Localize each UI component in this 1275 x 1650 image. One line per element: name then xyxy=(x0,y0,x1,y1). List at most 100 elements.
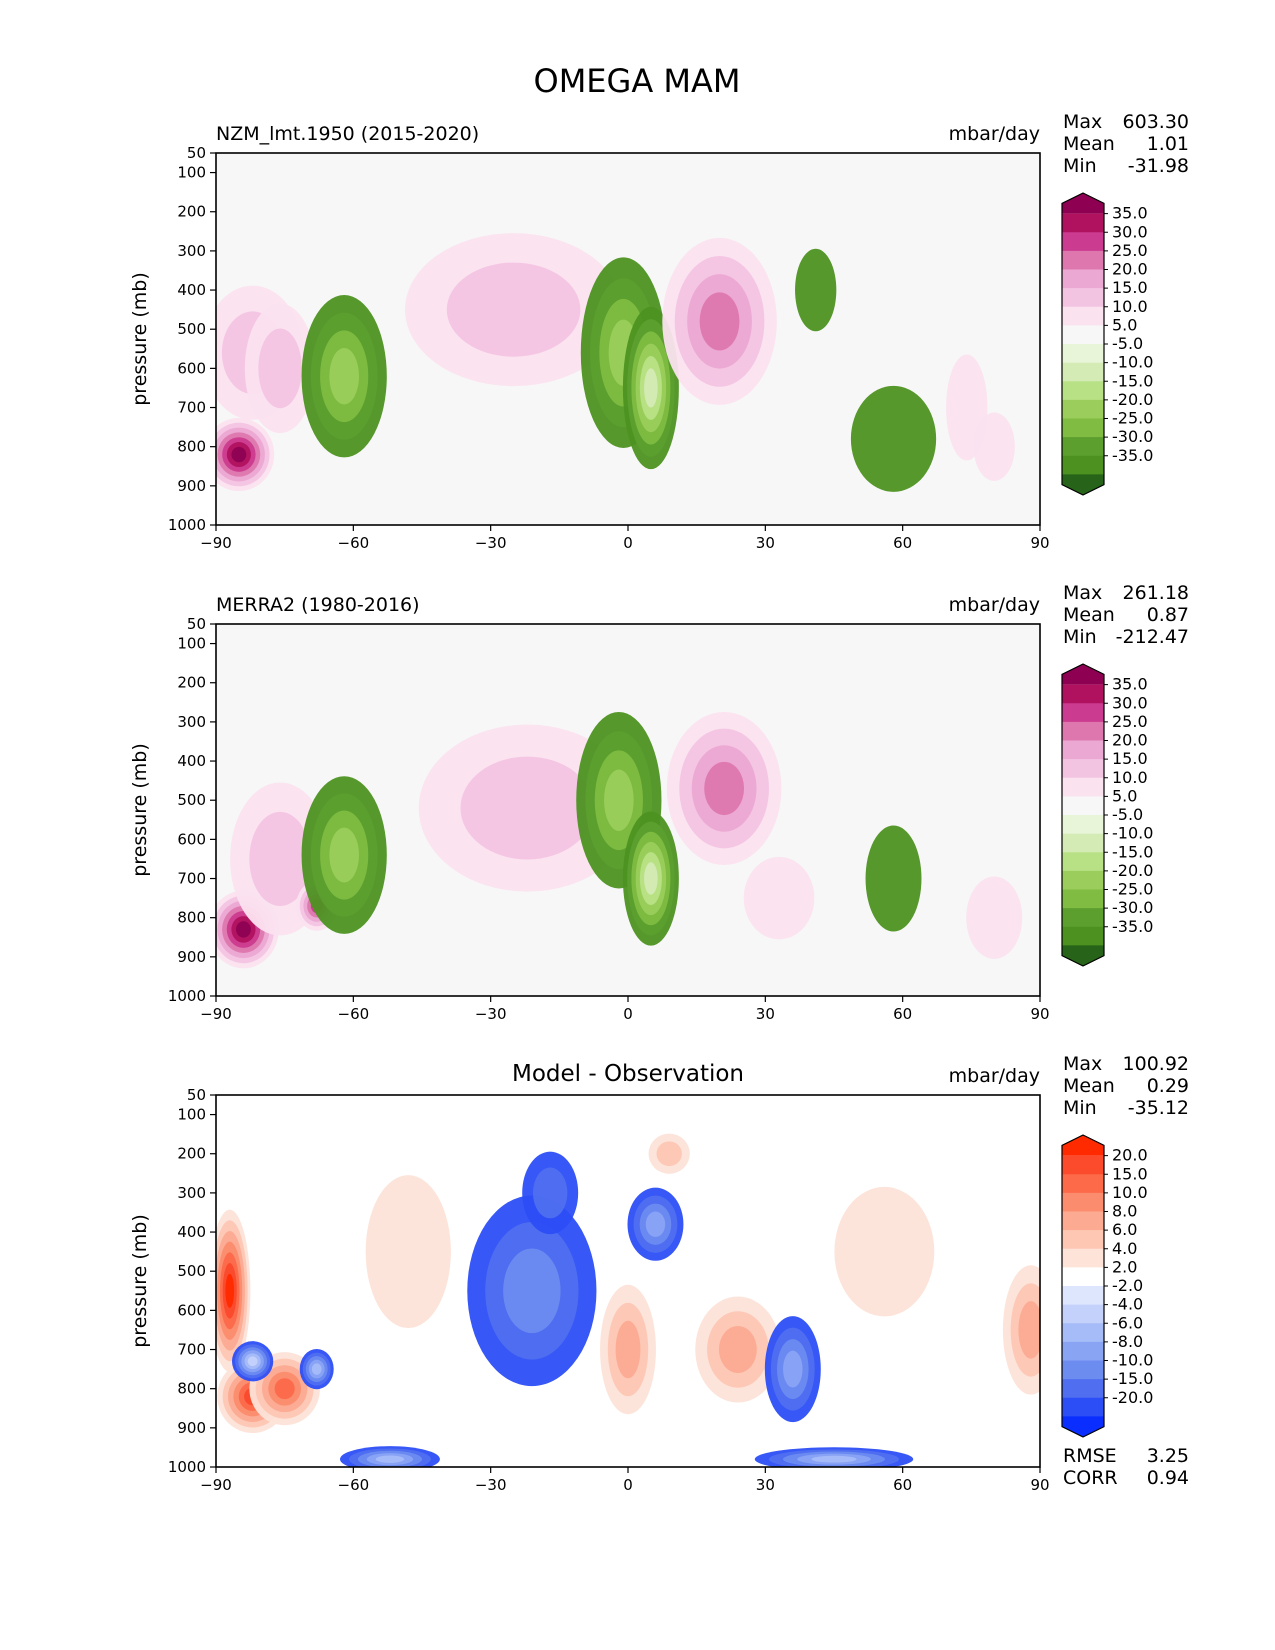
y-tick-label: 700 xyxy=(177,399,206,417)
y-tick-label: 200 xyxy=(177,1145,206,1163)
colorbar-label: -5.0 xyxy=(1112,805,1143,824)
stat-label: Max xyxy=(1063,582,1102,604)
units-label: mbar/day xyxy=(949,1065,1040,1087)
y-axis-label: pressure (mb) xyxy=(129,743,151,877)
field-contour xyxy=(973,412,1015,481)
x-tick-label: −60 xyxy=(338,1005,370,1023)
colorbar-label: 10.0 xyxy=(1112,297,1148,316)
colorbar-label: -15.0 xyxy=(1112,842,1153,861)
colorbar-segment xyxy=(1062,1360,1104,1380)
stat-label: Min xyxy=(1063,155,1097,177)
field-contour xyxy=(247,1356,258,1367)
x-tick-label: −90 xyxy=(200,534,232,552)
y-tick-label: 900 xyxy=(177,948,206,966)
colorbar: 20.015.010.08.06.04.02.0-2.0-4.0-6.0-8.0… xyxy=(1061,1134,1153,1438)
colorbar-segment xyxy=(1062,1211,1104,1231)
colorbar-label: 35.0 xyxy=(1112,675,1148,694)
y-tick-label: 600 xyxy=(177,1301,206,1319)
colorbar-segment xyxy=(1062,796,1104,816)
field-feature xyxy=(299,1349,334,1390)
field-feature xyxy=(865,825,922,932)
y-tick-label: 700 xyxy=(177,1341,206,1359)
y-tick-label: 600 xyxy=(177,830,206,848)
y-tick-label: 100 xyxy=(177,164,206,182)
field-contour xyxy=(718,1325,757,1374)
field-feature xyxy=(1002,1265,1040,1395)
x-tick-label: 60 xyxy=(893,1476,912,1494)
field-feature xyxy=(216,417,275,492)
colorbar-label: 6.0 xyxy=(1112,1220,1137,1239)
colorbar-label: -25.0 xyxy=(1112,409,1153,428)
colorbar-label: 35.0 xyxy=(1112,204,1148,223)
colorbar-segment xyxy=(1062,1230,1104,1250)
y-tick-label: 100 xyxy=(177,1106,206,1124)
colorbar: 35.030.025.020.015.010.05.0-5.0-10.0-15.… xyxy=(1061,192,1153,496)
panel-title: Model - Observation xyxy=(512,1061,744,1087)
colorbar-segment xyxy=(1062,418,1104,438)
field-contour xyxy=(645,1211,666,1237)
stat-value: 261.18 xyxy=(1123,582,1189,604)
field-layer xyxy=(216,233,1015,492)
y-tick-label: 300 xyxy=(177,713,206,731)
y-axis-label: pressure (mb) xyxy=(129,1214,151,1348)
units-label: mbar/day xyxy=(949,123,1040,145)
field-contour xyxy=(225,1273,235,1308)
x-tick-label: 90 xyxy=(1030,534,1049,552)
field-contour xyxy=(704,761,745,816)
field-contour xyxy=(329,347,360,405)
colorbar-label: 30.0 xyxy=(1112,222,1148,241)
field-contour xyxy=(656,1141,682,1167)
field-feature xyxy=(695,1296,781,1403)
field-feature xyxy=(622,811,679,946)
x-tick-label: −90 xyxy=(200,1476,232,1494)
colorbar-label: 8.0 xyxy=(1112,1202,1137,1221)
figure-title: OMEGA MAM xyxy=(534,62,741,100)
colorbar-label: -10.0 xyxy=(1112,353,1153,372)
colorbar-label: 30.0 xyxy=(1112,693,1148,712)
colorbar-label: -2.0 xyxy=(1112,1276,1143,1295)
colorbar-segment xyxy=(1062,815,1104,835)
colorbar-segment xyxy=(1062,232,1104,252)
field-feature xyxy=(365,1175,451,1329)
stat-label: Mean xyxy=(1063,1075,1115,1097)
field-feature xyxy=(216,1209,251,1372)
field-contour xyxy=(311,1363,322,1375)
x-tick-label: 60 xyxy=(893,1005,912,1023)
field-feature xyxy=(662,237,777,405)
field-feature xyxy=(754,1447,914,1467)
colorbar-label: -6.0 xyxy=(1112,1313,1143,1332)
x-tick-label: 90 xyxy=(1030,1005,1049,1023)
colorbar-segment xyxy=(1062,740,1104,760)
stat-label: Min xyxy=(1063,1097,1097,1119)
colorbar-segment xyxy=(1062,1304,1104,1324)
y-tick-label: 50 xyxy=(187,1086,206,1104)
colorbar-segment xyxy=(1062,1174,1104,1194)
field-contour xyxy=(615,1320,641,1379)
stat-label: Mean xyxy=(1063,604,1115,626)
colorbar-label: 20.0 xyxy=(1112,1146,1148,1165)
field-contour xyxy=(503,1248,561,1334)
field-feature xyxy=(576,711,662,889)
x-tick-label: 90 xyxy=(1030,1476,1049,1494)
x-tick-label: 30 xyxy=(756,1005,775,1023)
colorbar-segment xyxy=(1062,344,1104,364)
field-contour xyxy=(865,825,922,932)
y-tick-label: 300 xyxy=(177,1184,206,1202)
field-contour xyxy=(644,862,658,895)
stat-value: -212.47 xyxy=(1116,626,1189,648)
field-contour xyxy=(329,827,360,883)
field-contour xyxy=(783,1350,803,1388)
colorbar-segment xyxy=(1062,250,1104,270)
colorbar-label: -30.0 xyxy=(1112,898,1153,917)
colorbar-label: 10.0 xyxy=(1112,1183,1148,1202)
field-feature xyxy=(622,306,679,470)
field-feature xyxy=(743,856,815,940)
field-contour xyxy=(258,328,302,409)
colorbar-label: 10.0 xyxy=(1112,768,1148,787)
colorbar-label: 25.0 xyxy=(1112,712,1148,731)
field-layer xyxy=(216,711,1023,969)
colorbar-label: 5.0 xyxy=(1112,786,1137,805)
colorbar-segment xyxy=(1062,684,1104,704)
